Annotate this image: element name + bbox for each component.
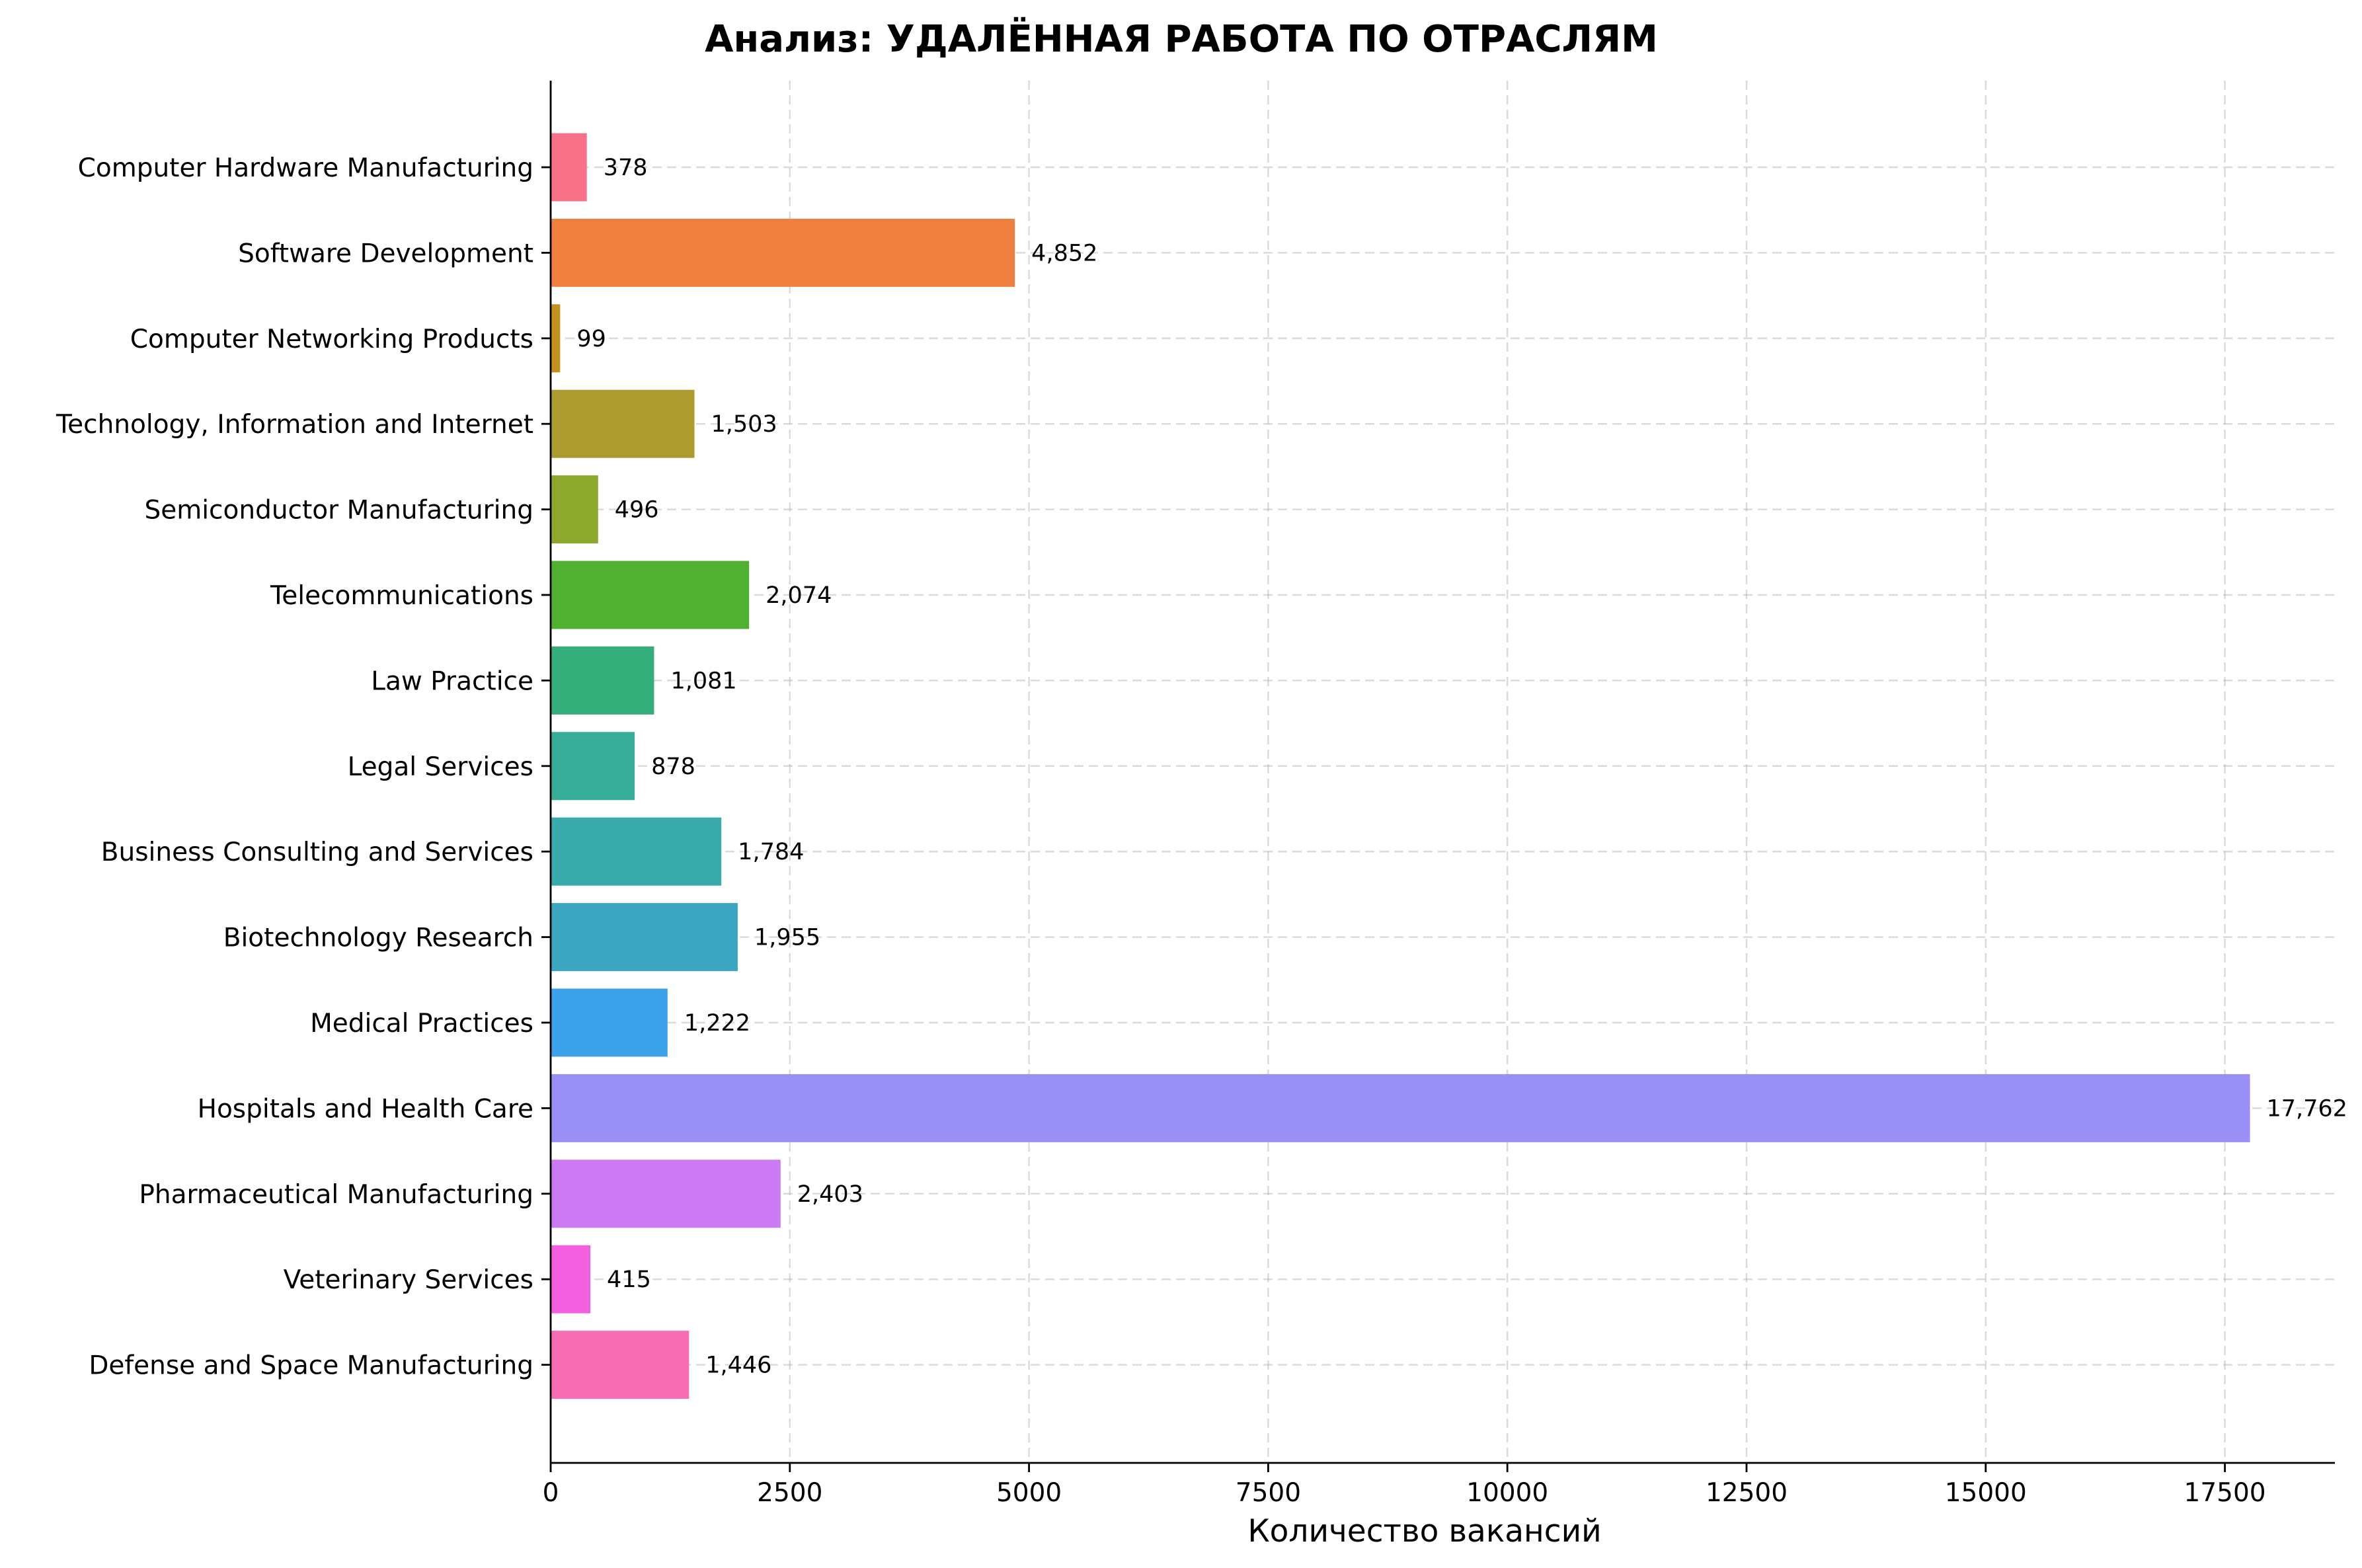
x-tick-label: 15000 xyxy=(1945,1478,2027,1508)
bars: 378 4,852 99 1,503 496 2,074 1,081 878 1,784 1,95… xyxy=(551,133,2347,1399)
data-label: 415 xyxy=(607,1267,651,1293)
y-tick-label: Semiconductor Manufacturing xyxy=(144,496,533,526)
bar xyxy=(551,1245,591,1313)
data-label: 1,446 xyxy=(705,1352,771,1379)
x-axis-label: Количество вакансий xyxy=(1247,1513,1601,1549)
bar xyxy=(551,304,561,373)
y-tick-label: Telecommunications xyxy=(270,581,533,611)
data-label: 878 xyxy=(651,754,695,780)
y-tick-label: Legal Services xyxy=(348,752,533,782)
bar xyxy=(551,561,750,629)
data-label: 496 xyxy=(615,497,659,524)
x-tick-label: 7500 xyxy=(1236,1478,1301,1508)
bar xyxy=(551,988,668,1057)
x-tick-label: 17500 xyxy=(2184,1478,2266,1508)
y-tick-label: Veterinary Services xyxy=(284,1265,533,1295)
data-label: 2,074 xyxy=(766,582,832,609)
y-tick-label: Business Consulting and Services xyxy=(101,838,533,867)
y-tick-label: Medical Practices xyxy=(310,1009,533,1039)
bar xyxy=(551,903,738,972)
y-tick-label: Hospitals and Health Care xyxy=(198,1094,533,1124)
bar xyxy=(551,1331,689,1399)
x-tick-label: 2500 xyxy=(757,1478,822,1508)
data-label: 1,081 xyxy=(670,668,736,694)
axes: Computer Hardware Manufacturing Software … xyxy=(56,81,2335,1508)
y-tick-label: Technology, Information and Internet xyxy=(56,410,533,440)
data-label: 1,955 xyxy=(754,925,820,951)
x-tick-label: 0 xyxy=(543,1478,559,1508)
bar xyxy=(551,1159,781,1228)
bar xyxy=(551,389,695,458)
data-label: 378 xyxy=(604,155,648,181)
y-tick-label: Software Development xyxy=(238,239,533,268)
bar xyxy=(551,218,1015,287)
bar xyxy=(551,732,635,801)
data-label: 1,503 xyxy=(711,411,777,438)
bar xyxy=(551,646,654,715)
x-tick-label: 10000 xyxy=(1466,1478,1548,1508)
data-label: 1,784 xyxy=(738,839,804,865)
data-label: 2,403 xyxy=(797,1181,863,1208)
grid xyxy=(549,81,2335,1463)
x-tick-label: 5000 xyxy=(996,1478,1062,1508)
data-label: 4,852 xyxy=(1031,240,1097,266)
bar xyxy=(551,133,587,202)
y-tick-label: Biotechnology Research xyxy=(223,923,533,953)
y-tick-label: Computer Networking Products xyxy=(130,325,533,354)
y-tick-label: Law Practice xyxy=(371,666,533,696)
data-label: 17,762 xyxy=(2266,1095,2347,1122)
bar xyxy=(551,1074,2250,1142)
y-tick-label: Defense and Space Manufacturing xyxy=(89,1351,533,1381)
data-label: 1,222 xyxy=(684,1010,750,1037)
y-tick-label: Computer Hardware Manufacturing xyxy=(78,153,533,183)
data-label: 99 xyxy=(576,326,606,352)
chart-title: Анализ: УДАЛЁННАЯ РАБОТА ПО ОТРАСЛЯМ xyxy=(705,18,1658,61)
x-tick-label: 12500 xyxy=(1706,1478,1788,1508)
bar xyxy=(551,817,722,886)
bar xyxy=(551,475,598,544)
y-tick-label: Pharmaceutical Manufacturing xyxy=(139,1180,533,1210)
